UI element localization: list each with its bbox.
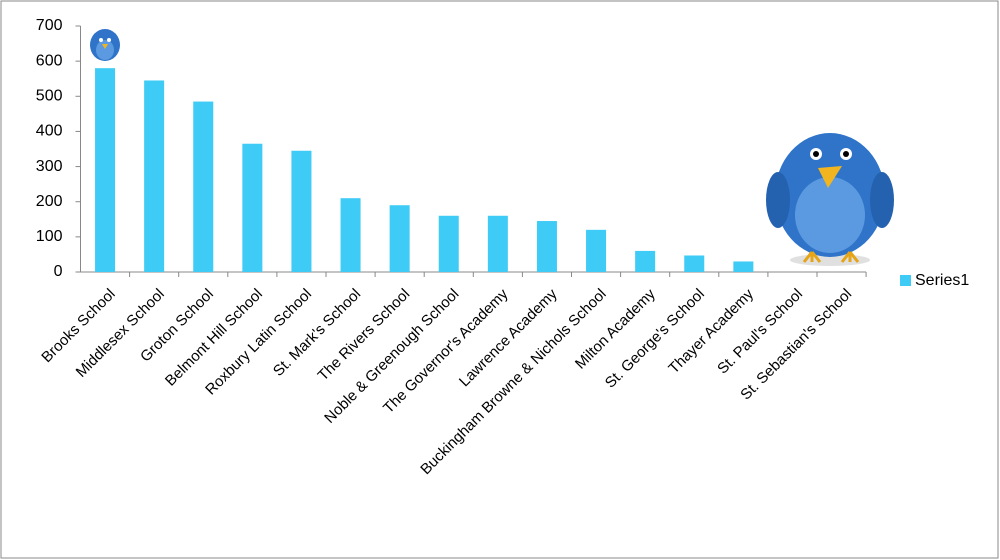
bar [242, 143, 263, 272]
y-tick-label: 500 [36, 88, 63, 105]
bar [586, 229, 607, 272]
bar [340, 198, 361, 272]
bar [635, 250, 656, 272]
bar [733, 261, 754, 272]
bar [291, 150, 312, 272]
bird-small [90, 29, 120, 61]
y-tick-label: 300 [36, 158, 63, 175]
bar [684, 255, 705, 272]
bar [95, 68, 116, 273]
legend-swatch [900, 275, 911, 286]
bar [389, 205, 410, 272]
bar [144, 80, 165, 272]
y-tick-label: 700 [36, 17, 63, 34]
y-tick-label: 400 [36, 123, 63, 140]
y-tick-label: 200 [36, 193, 63, 210]
y-tick-label: 100 [36, 228, 63, 245]
bar [193, 101, 214, 272]
bird-large [766, 133, 894, 266]
bar [536, 221, 557, 272]
y-tick-label: 0 [54, 263, 63, 280]
legend-label: Series1 [915, 272, 969, 289]
bar [438, 215, 459, 272]
bar [487, 215, 508, 272]
y-tick-label: 600 [36, 52, 63, 69]
